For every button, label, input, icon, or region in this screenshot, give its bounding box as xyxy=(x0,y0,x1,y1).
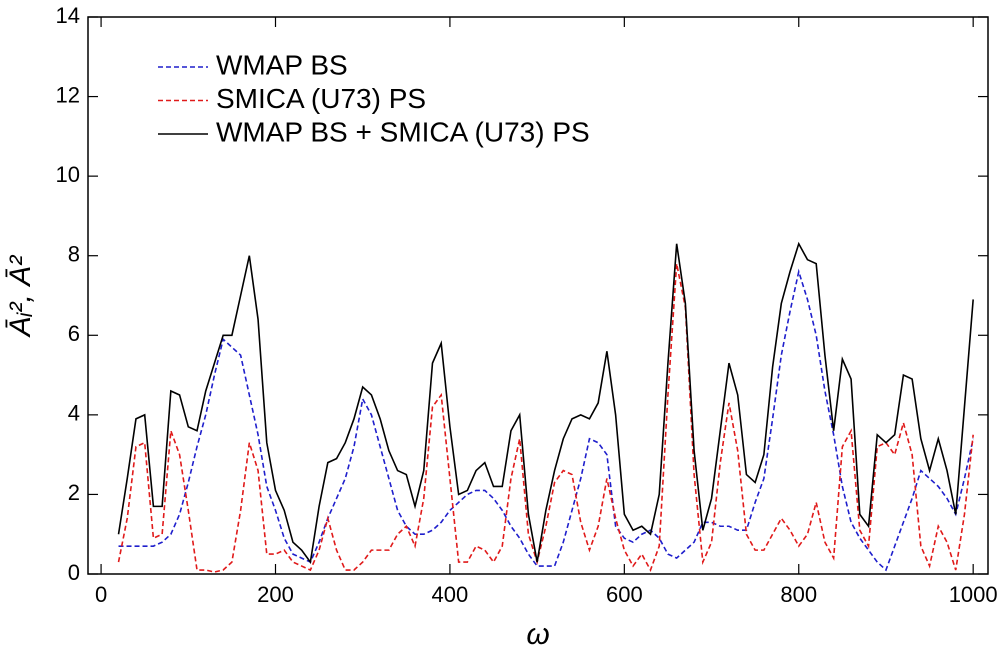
line-series xyxy=(117,241,974,565)
y-tick-label: 8 xyxy=(68,242,80,267)
y-tick-label: 2 xyxy=(68,480,80,505)
plot-frame xyxy=(87,16,989,575)
x-axis-title: ω xyxy=(526,618,549,651)
y-tick-label: 10 xyxy=(56,162,80,187)
x-tick-label: 1000 xyxy=(949,582,998,607)
line-series xyxy=(118,268,974,572)
y-tick-label: 4 xyxy=(68,401,80,426)
y-tick-label: 14 xyxy=(56,3,80,28)
legend-text: SMICA (U73) PS xyxy=(216,83,426,114)
y-tick-label: 0 xyxy=(68,560,80,585)
line-series xyxy=(117,263,974,573)
legend-text: WMAP BS + SMICA (U73) PS xyxy=(216,116,590,147)
y-axis-title: Āᵢ², Ā² xyxy=(4,255,37,338)
y-tick-label: 6 xyxy=(68,321,80,346)
legend-text: WMAP BS xyxy=(216,49,348,80)
x-tick-label: 600 xyxy=(606,582,643,607)
y-tick-label: 12 xyxy=(56,82,80,107)
x-tick-label: 200 xyxy=(257,582,294,607)
x-tick-label: 0 xyxy=(95,582,107,607)
x-tick-label: 800 xyxy=(780,582,817,607)
x-tick-label: 400 xyxy=(432,582,469,607)
